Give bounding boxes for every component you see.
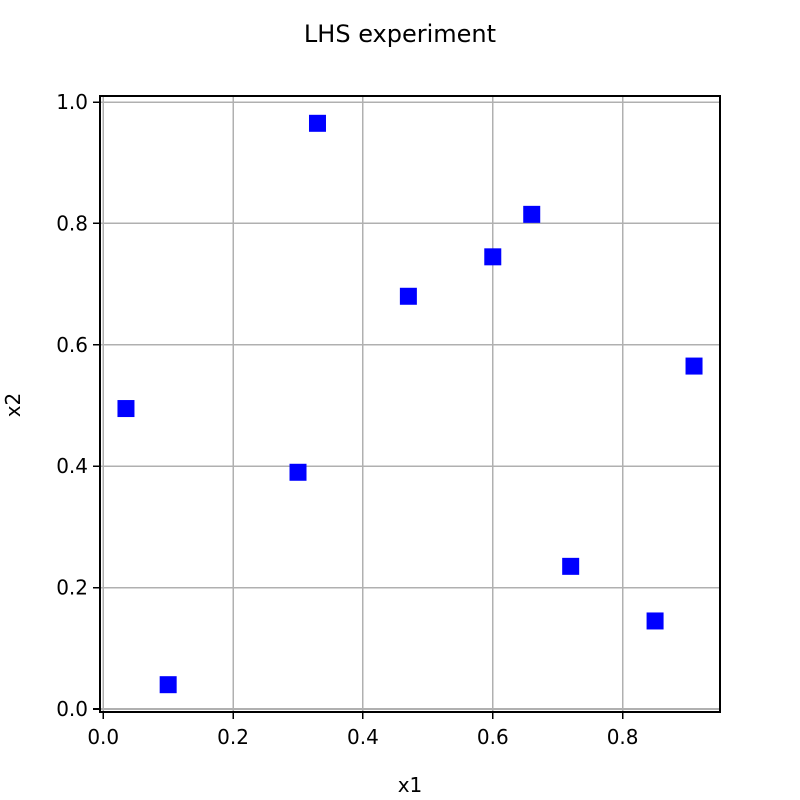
y-tick-label: 0.6 (56, 333, 88, 357)
chart-title: LHS experiment (304, 20, 496, 48)
y-tick-label: 0.4 (56, 454, 88, 478)
y-tick-label: 1.0 (56, 90, 88, 114)
y-tick-label: 0.0 (56, 697, 88, 721)
x-tick-label: 0.6 (477, 725, 509, 749)
x-axis-label: x1 (398, 773, 423, 797)
data-point (685, 357, 703, 375)
data-point (562, 557, 580, 575)
data-point (646, 612, 664, 630)
data-point (159, 676, 177, 694)
data-point (399, 287, 417, 305)
plot-frame (99, 95, 721, 713)
x-tick-label: 0.4 (347, 725, 379, 749)
x-tick-label: 0.2 (217, 725, 249, 749)
y-tick-label: 0.8 (56, 211, 88, 235)
x-tick-label: 0.0 (87, 725, 119, 749)
y-axis-label: x2 (1, 393, 25, 418)
data-point (117, 400, 135, 418)
x-tick-label: 0.8 (607, 725, 639, 749)
data-point (484, 248, 502, 266)
grid-layer (100, 96, 720, 712)
data-point (308, 114, 326, 132)
points-layer (117, 114, 703, 694)
data-point (289, 463, 307, 481)
axes-layer: 0.0 0.2 0.4 0.6 0.8 0.0 0.2 0.4 0.6 0.8 1.0 (56, 90, 721, 749)
data-point (523, 205, 541, 223)
y-tick-label: 0.2 (56, 576, 88, 600)
